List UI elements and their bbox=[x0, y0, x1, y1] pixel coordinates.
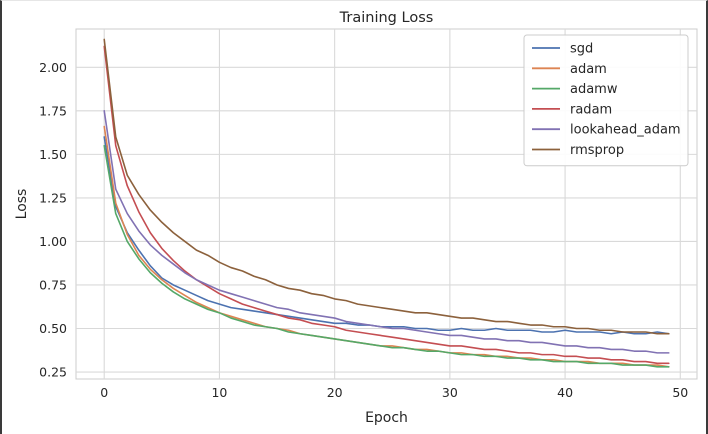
legend-label: rmsprop bbox=[570, 143, 624, 158]
legend-entry-lookahead-adam: lookahead_adam bbox=[532, 123, 681, 138]
series-line-rmsprop bbox=[103, 38, 670, 335]
legend-entry-rmsprop: rmsprop bbox=[532, 143, 624, 158]
y-tick-label: 1.00 bbox=[39, 234, 67, 249]
legend-label: adamw bbox=[570, 82, 618, 97]
y-tick-label: 1.50 bbox=[39, 147, 67, 162]
legend-label: adam bbox=[570, 62, 607, 77]
y-tick-label: 0.50 bbox=[39, 321, 67, 336]
x-tick-label: 30 bbox=[442, 385, 458, 400]
series-lines bbox=[103, 38, 670, 368]
x-axis-label: Epoch bbox=[365, 410, 408, 426]
y-tick-label: 0.75 bbox=[39, 277, 67, 292]
y-tick-labels: 0.25 0.50 0.75 1.00 1.25 1.50 1.75 2.00 bbox=[39, 60, 67, 380]
y-tick-label: 2.00 bbox=[39, 60, 67, 75]
legend-entry-adamw: adamw bbox=[532, 82, 618, 97]
x-tick-label: 20 bbox=[327, 385, 343, 400]
legend-entry-sgd: sgd bbox=[532, 42, 593, 57]
series-line-lookahead-adam bbox=[103, 110, 670, 354]
y-tick-label: 1.75 bbox=[39, 103, 67, 118]
x-tick-label: 0 bbox=[100, 385, 108, 400]
x-tick-label: 50 bbox=[672, 385, 688, 400]
legend-label: radam bbox=[570, 102, 612, 117]
y-tick-label: 1.25 bbox=[39, 190, 67, 205]
legend-label: sgd bbox=[570, 42, 593, 57]
legend-box bbox=[523, 34, 689, 167]
chart-title: Training Loss bbox=[339, 10, 434, 26]
x-tick-labels: 0 10 20 30 40 50 bbox=[100, 385, 688, 400]
y-axis-label: Loss bbox=[14, 189, 30, 220]
y-tick-label: 0.25 bbox=[39, 365, 67, 380]
series-line-adamw bbox=[103, 144, 670, 368]
legend-label: lookahead_adam bbox=[570, 123, 681, 138]
legend-entry-radam: radam bbox=[532, 102, 612, 117]
x-tick-label: 10 bbox=[211, 385, 227, 400]
legend-entry-adam: adam bbox=[532, 62, 607, 77]
series-line-sgd bbox=[103, 136, 670, 335]
x-tick-label: 40 bbox=[557, 385, 573, 400]
